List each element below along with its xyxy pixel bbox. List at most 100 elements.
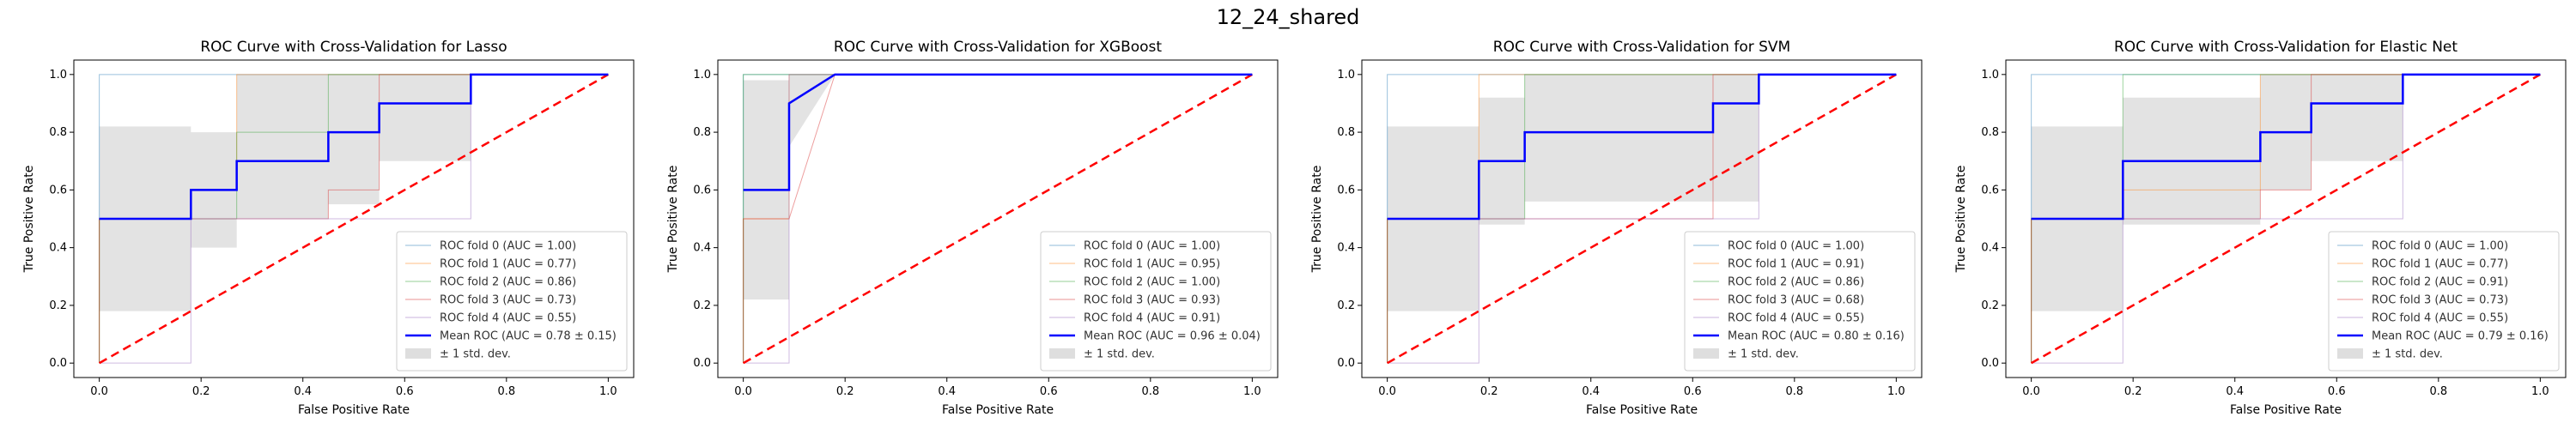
legend-handle bbox=[405, 348, 431, 359]
legend-entry: ± 1 std. dev. bbox=[1084, 348, 1155, 361]
x-tick-label: 0.4 bbox=[294, 385, 312, 398]
legend-entry: ROC fold 0 (AUC = 1.00) bbox=[1728, 240, 1864, 253]
y-tick-label: 1.0 bbox=[693, 69, 711, 82]
x-tick-label: 0.8 bbox=[1785, 385, 1803, 398]
y-axis-label: True Positive Rate bbox=[1954, 166, 1968, 274]
y-tick-label: 0.6 bbox=[49, 184, 67, 196]
x-tick-label: 1.0 bbox=[2531, 385, 2549, 398]
mean-roc-line bbox=[2031, 73, 2541, 221]
y-tick-label: 1.0 bbox=[49, 69, 67, 82]
std-band bbox=[99, 74, 609, 311]
y-tick-label: 0.6 bbox=[1981, 184, 1999, 196]
chance-line bbox=[99, 73, 609, 365]
y-tick-label: 0.8 bbox=[1337, 126, 1355, 139]
y-tick-label: 0.0 bbox=[49, 357, 67, 370]
roc-fold-0-line bbox=[99, 74, 609, 364]
legend-entry: Mean ROC (AUC = 0.96 ± 0.04) bbox=[1084, 330, 1261, 343]
legend-entry: ROC fold 2 (AUC = 0.91) bbox=[2372, 276, 2508, 289]
panel-title: ROC Curve with Cross-Validation for SVM bbox=[1493, 39, 1790, 56]
y-tick-label: 0.2 bbox=[693, 299, 711, 312]
legend-entry: ± 1 std. dev. bbox=[1728, 348, 1799, 361]
std-band bbox=[743, 74, 1253, 300]
std-band bbox=[2031, 74, 2541, 311]
y-tick-label: 0.0 bbox=[1337, 357, 1355, 370]
legend: ROC fold 0 (AUC = 1.00) ROC fold 1 (AUC =… bbox=[396, 231, 628, 372]
legend-box bbox=[2328, 231, 2560, 372]
y-tick-label: 0.0 bbox=[693, 357, 711, 370]
y-tick-label: 0.8 bbox=[693, 126, 711, 139]
legend-entry: ± 1 std. dev. bbox=[440, 348, 511, 361]
x-tick-label: 0.2 bbox=[1480, 385, 1498, 398]
axes-frame bbox=[73, 59, 635, 378]
x-axis-label: False Positive Rate bbox=[1586, 403, 1698, 417]
y-tick-label: 0.6 bbox=[1337, 184, 1355, 196]
roc-panel-2: ROC Curve with Cross-Validation for SVM 0… bbox=[1310, 39, 1923, 417]
x-tick-label: 0.0 bbox=[90, 385, 108, 398]
y-tick-label: 0.2 bbox=[49, 299, 67, 312]
legend-handle bbox=[1049, 348, 1075, 359]
mean-roc-line bbox=[1387, 73, 1897, 221]
figure-title: 12_24_shared bbox=[1217, 5, 1360, 29]
x-tick-label: 0.8 bbox=[1141, 385, 1159, 398]
x-tick-label: 0.6 bbox=[396, 385, 414, 398]
x-tick-label: 0.4 bbox=[1582, 385, 1600, 398]
y-axis-label: True Positive Rate bbox=[1310, 166, 1324, 274]
y-tick-label: 0.4 bbox=[49, 242, 67, 255]
legend-entry: ROC fold 4 (AUC = 0.55) bbox=[440, 312, 576, 325]
chance-line bbox=[2031, 73, 2541, 365]
legend-entry: ROC fold 1 (AUC = 0.77) bbox=[2372, 258, 2508, 271]
y-tick-label: 0.8 bbox=[49, 126, 67, 139]
legend-entry: ROC fold 4 (AUC = 0.55) bbox=[2372, 312, 2508, 325]
axes-frame bbox=[1361, 59, 1923, 378]
panel-title: ROC Curve with Cross-Validation for Elas… bbox=[2114, 39, 2458, 56]
x-tick-label: 0.6 bbox=[1684, 385, 1702, 398]
mean-roc-line bbox=[743, 73, 1253, 191]
mean-roc-line bbox=[99, 73, 609, 221]
y-tick-label: 0.2 bbox=[1337, 299, 1355, 312]
x-tick-label: 0.4 bbox=[938, 385, 956, 398]
legend: ROC fold 0 (AUC = 1.00) ROC fold 1 (AUC =… bbox=[1684, 231, 1916, 372]
x-tick-label: 1.0 bbox=[599, 385, 617, 398]
legend-entry: ROC fold 4 (AUC = 0.91) bbox=[1084, 312, 1220, 325]
x-tick-label: 0.4 bbox=[2226, 385, 2244, 398]
legend-entry: ROC fold 3 (AUC = 0.68) bbox=[1728, 294, 1864, 307]
roc-fold-0-line bbox=[1387, 74, 1897, 364]
y-tick-label: 0.6 bbox=[693, 184, 711, 196]
legend-entry: Mean ROC (AUC = 0.80 ± 0.16) bbox=[1728, 330, 1905, 343]
x-tick-label: 1.0 bbox=[1243, 385, 1261, 398]
x-tick-label: 0.6 bbox=[1040, 385, 1058, 398]
legend-box bbox=[1040, 231, 1272, 372]
roc-fold-2-line bbox=[1387, 74, 1897, 364]
legend-handle bbox=[2337, 348, 2363, 359]
legend-entry: ROC fold 2 (AUC = 0.86) bbox=[1728, 276, 1864, 289]
x-axis-label: False Positive Rate bbox=[2230, 403, 2342, 417]
roc-panel-0: ROC Curve with Cross-Validation for Lass… bbox=[22, 39, 635, 417]
x-tick-label: 0.2 bbox=[192, 385, 210, 398]
legend-entry: ROC fold 1 (AUC = 0.91) bbox=[1728, 258, 1864, 271]
x-tick-label: 0.0 bbox=[734, 385, 752, 398]
legend-entry: ROC fold 0 (AUC = 1.00) bbox=[2372, 240, 2508, 253]
legend-entry: ROC fold 3 (AUC = 0.73) bbox=[440, 294, 576, 307]
legend-entry: ROC fold 0 (AUC = 1.00) bbox=[1084, 240, 1220, 253]
x-tick-label: 0.2 bbox=[2124, 385, 2142, 398]
y-axis-label: True Positive Rate bbox=[666, 166, 680, 274]
legend-entry: Mean ROC (AUC = 0.78 ± 0.15) bbox=[440, 330, 617, 343]
x-axis-label: False Positive Rate bbox=[298, 403, 410, 417]
legend: ROC fold 0 (AUC = 1.00) ROC fold 1 (AUC =… bbox=[1040, 231, 1272, 372]
roc-panel-1: ROC Curve with Cross-Validation for XGBo… bbox=[666, 39, 1279, 417]
x-tick-label: 0.6 bbox=[2328, 385, 2346, 398]
y-tick-label: 1.0 bbox=[1981, 69, 1999, 82]
y-tick-label: 0.4 bbox=[1981, 242, 1999, 255]
y-axis-label: True Positive Rate bbox=[22, 166, 36, 274]
legend-box bbox=[1684, 231, 1916, 372]
legend-entry: ROC fold 3 (AUC = 0.73) bbox=[2372, 294, 2508, 307]
x-tick-label: 0.0 bbox=[1378, 385, 1396, 398]
x-tick-label: 0.2 bbox=[836, 385, 854, 398]
chance-line bbox=[1387, 73, 1897, 365]
legend-handle bbox=[1693, 348, 1719, 359]
legend-entry: ROC fold 1 (AUC = 0.77) bbox=[440, 258, 576, 271]
legend-entry: Mean ROC (AUC = 0.79 ± 0.16) bbox=[2372, 330, 2549, 343]
x-tick-label: 0.8 bbox=[497, 385, 515, 398]
std-band bbox=[1387, 74, 1897, 311]
